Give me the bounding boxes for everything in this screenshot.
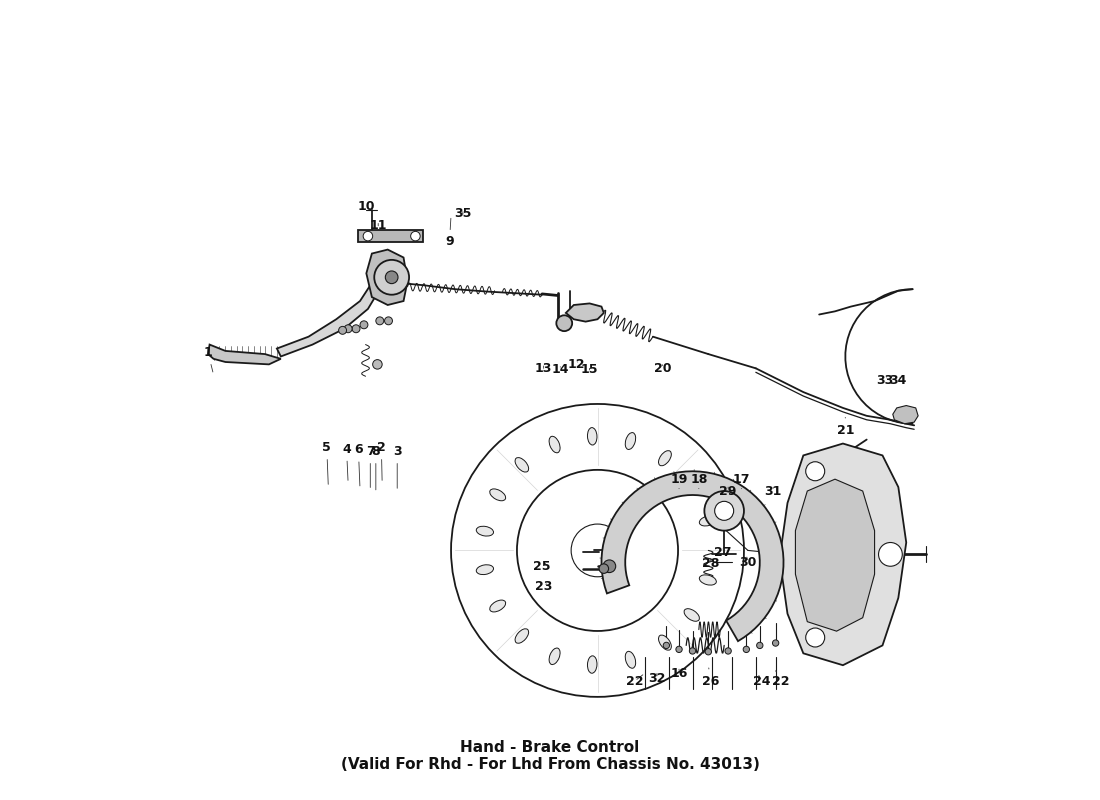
Text: 12: 12 <box>568 358 585 371</box>
Polygon shape <box>366 250 407 305</box>
Text: 22: 22 <box>626 674 644 687</box>
Text: 16: 16 <box>670 666 688 680</box>
Polygon shape <box>780 443 906 666</box>
Circle shape <box>690 648 695 654</box>
Circle shape <box>339 326 346 334</box>
Circle shape <box>385 271 398 284</box>
Circle shape <box>725 648 732 654</box>
Ellipse shape <box>515 458 529 472</box>
Circle shape <box>600 564 608 574</box>
Circle shape <box>360 321 367 329</box>
Ellipse shape <box>587 427 597 445</box>
Circle shape <box>772 640 779 646</box>
Polygon shape <box>359 230 424 242</box>
Circle shape <box>557 315 572 331</box>
Circle shape <box>805 462 825 481</box>
Text: 7: 7 <box>366 445 375 487</box>
Circle shape <box>805 628 825 647</box>
Text: 25: 25 <box>534 560 551 573</box>
Circle shape <box>757 642 763 649</box>
Text: 1: 1 <box>204 346 213 372</box>
Circle shape <box>705 649 712 655</box>
Polygon shape <box>602 471 783 641</box>
Text: 10: 10 <box>358 199 375 213</box>
Ellipse shape <box>490 600 506 612</box>
Circle shape <box>603 560 616 573</box>
Circle shape <box>675 646 682 653</box>
Text: 31: 31 <box>764 485 782 498</box>
Text: 3: 3 <box>393 445 402 488</box>
Text: 15: 15 <box>581 363 598 377</box>
Text: 20: 20 <box>653 362 671 375</box>
Polygon shape <box>795 479 874 631</box>
Ellipse shape <box>659 635 671 650</box>
Text: Hand - Brake Control
(Valid For Rhd - For Lhd From Chassis No. 43013): Hand - Brake Control (Valid For Rhd - Fo… <box>341 740 759 773</box>
Text: 5: 5 <box>322 441 331 484</box>
Polygon shape <box>893 406 918 424</box>
Text: 22: 22 <box>772 670 790 687</box>
Text: 18: 18 <box>690 473 707 489</box>
Ellipse shape <box>684 479 700 492</box>
Ellipse shape <box>700 516 716 526</box>
Text: 35: 35 <box>454 207 472 221</box>
Text: 23: 23 <box>535 579 552 593</box>
Circle shape <box>879 542 902 566</box>
Text: 6: 6 <box>354 443 363 486</box>
Text: 24: 24 <box>754 674 771 687</box>
Text: 13: 13 <box>535 362 552 375</box>
Circle shape <box>744 646 749 653</box>
Ellipse shape <box>625 433 636 450</box>
Text: 17: 17 <box>733 473 750 489</box>
Text: 8: 8 <box>372 445 381 490</box>
Polygon shape <box>565 303 604 322</box>
Text: 4: 4 <box>342 442 351 480</box>
Circle shape <box>704 491 744 530</box>
Text: 34: 34 <box>890 374 908 386</box>
Polygon shape <box>208 345 280 364</box>
Circle shape <box>352 325 360 333</box>
Text: 21: 21 <box>836 418 854 437</box>
Text: 27: 27 <box>714 546 732 558</box>
Circle shape <box>410 231 420 241</box>
Text: 11: 11 <box>370 219 387 232</box>
Ellipse shape <box>659 450 671 466</box>
Ellipse shape <box>476 526 494 536</box>
Circle shape <box>373 360 382 369</box>
Ellipse shape <box>625 651 636 668</box>
Text: 30: 30 <box>739 556 757 569</box>
Circle shape <box>385 317 393 325</box>
Text: 28: 28 <box>702 558 719 570</box>
Ellipse shape <box>490 489 506 501</box>
Polygon shape <box>277 278 385 357</box>
Ellipse shape <box>549 648 560 665</box>
Text: 33: 33 <box>877 374 893 386</box>
Ellipse shape <box>587 656 597 674</box>
Text: 2: 2 <box>377 441 386 480</box>
Text: 14: 14 <box>551 363 569 377</box>
Text: 26: 26 <box>702 668 719 687</box>
Ellipse shape <box>700 575 716 585</box>
Text: 19: 19 <box>670 473 688 489</box>
Circle shape <box>663 642 670 649</box>
Ellipse shape <box>515 629 529 643</box>
Text: 32: 32 <box>648 672 666 685</box>
Ellipse shape <box>476 565 494 574</box>
Text: 29: 29 <box>719 485 737 498</box>
Text: 9: 9 <box>446 218 454 248</box>
Ellipse shape <box>684 609 700 622</box>
Circle shape <box>715 502 734 520</box>
Circle shape <box>363 231 373 241</box>
Circle shape <box>344 325 352 333</box>
Ellipse shape <box>549 436 560 453</box>
Circle shape <box>376 317 384 325</box>
Circle shape <box>374 260 409 294</box>
